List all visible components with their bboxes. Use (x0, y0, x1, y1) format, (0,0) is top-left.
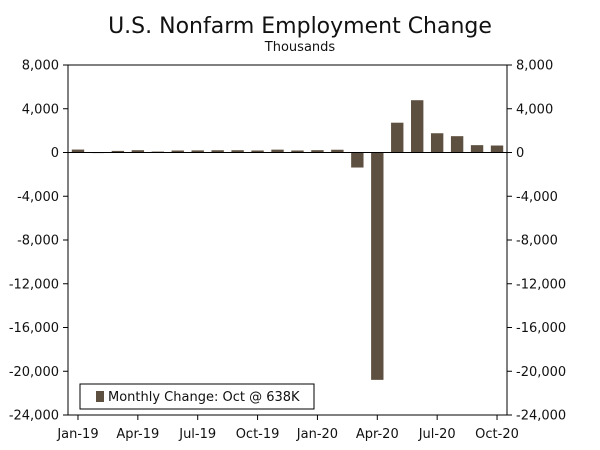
bar-Dec-19 (291, 150, 304, 153)
x-tick-label: Apr-19 (116, 427, 159, 442)
y-tick-label-right: 8,000 (516, 59, 553, 74)
x-tick-label: Apr-20 (356, 427, 399, 442)
bar-Oct-20 (490, 145, 504, 153)
y-tick-label-left: 0 (51, 146, 59, 161)
bar-Apr-19 (131, 150, 145, 153)
chart-title: U.S. Nonfarm Employment Change (108, 14, 492, 39)
bar-Jun-19 (171, 150, 184, 153)
y-tick-label-left: 4,000 (22, 102, 59, 117)
y-tick-label-right: -16,000 (516, 321, 566, 336)
y-tick-label-right: 0 (516, 146, 524, 161)
x-tick-label: Jan-19 (56, 427, 98, 442)
bar-Sep-19 (231, 150, 244, 153)
bar-Aug-20 (450, 136, 464, 153)
y-tick-label-right: -24,000 (516, 409, 566, 424)
bar-Sep-20 (470, 145, 484, 153)
y-tick-label-left: -20,000 (9, 365, 59, 380)
bar-Mar-19 (111, 150, 125, 153)
bars-group (71, 100, 504, 380)
bar-Jul-19 (191, 150, 204, 153)
bar-May-20 (391, 122, 404, 153)
bar-Mar-20 (351, 152, 364, 168)
bar-Jul-20 (430, 133, 444, 153)
bar-Nov-19 (271, 149, 284, 153)
plot-frame (67, 64, 508, 416)
x-tick-label: Oct-19 (236, 427, 280, 442)
y-tick-label-right: -4,000 (516, 190, 558, 205)
bar-Jan-20 (311, 150, 324, 153)
legend-label: Monthly Change: Oct @ 638K (108, 390, 300, 405)
chart-subtitle: Thousands (264, 40, 336, 55)
y-tick-label-right: -20,000 (516, 365, 566, 380)
y-tick-label-right: -12,000 (516, 277, 566, 292)
y-tick-label-left: -16,000 (9, 321, 59, 336)
bar-Jun-20 (411, 100, 424, 153)
legend-box (79, 383, 315, 410)
bar-Feb-20 (331, 149, 344, 153)
x-tick-label: Jan-20 (296, 427, 338, 442)
y-tick-label-left: -12,000 (9, 277, 59, 292)
bar-Jan-19 (71, 149, 85, 153)
right-y-axis: 8,000 4,000 0 -4,000 -8,000 -12,000 -16,000 -20… (507, 59, 566, 424)
bar-Apr-20 (371, 152, 384, 380)
y-tick-label-right: -8,000 (516, 234, 558, 249)
bar-Oct-19 (251, 150, 264, 153)
y-tick-label-right: 4,000 (516, 102, 553, 117)
legend-swatch (96, 391, 104, 402)
y-tick-label-left: -8,000 (17, 234, 59, 249)
x-tick-label: Jul-19 (178, 427, 216, 442)
left-y-axis: 8,000 4,000 0 -4,000 -8,000 -12,000 -16,000 -20… (9, 59, 68, 424)
bar-Aug-19 (211, 150, 224, 153)
y-tick-label-left: -24,000 (9, 409, 59, 424)
x-tick-label: Oct-20 (475, 427, 519, 442)
y-tick-label-left: 8,000 (22, 59, 59, 74)
x-tick-label: Jul-20 (418, 427, 456, 442)
legend: Monthly Change: Oct @ 638K (79, 383, 315, 410)
x-axis: Jan-19 Apr-19 Jul-19 Oct-19 Jan-20 Apr-20 Jul-… (56, 415, 519, 442)
y-tick-label-left: -4,000 (17, 190, 59, 205)
